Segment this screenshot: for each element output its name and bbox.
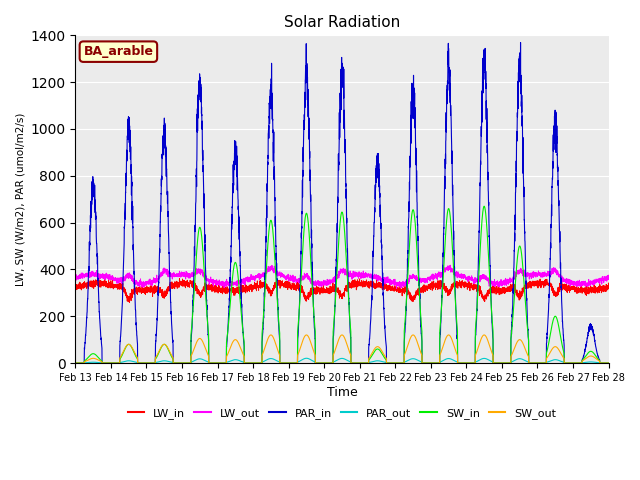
- SW_out: [72, 360, 79, 366]
- LW_in: [432, 280, 440, 286]
- LW_out: [432, 274, 440, 279]
- SW_out: [604, 360, 612, 366]
- LW_in: [461, 284, 469, 289]
- Line: PAR_out: PAR_out: [76, 358, 609, 363]
- PAR_out: [303, 355, 310, 361]
- SW_in: [167, 353, 175, 359]
- PAR_in: [72, 360, 79, 366]
- SW_out: [167, 352, 175, 358]
- SW_out: [492, 360, 499, 366]
- LW_in: [72, 282, 79, 288]
- PAR_in: [461, 360, 469, 366]
- LW_out: [322, 279, 330, 285]
- X-axis label: Time: Time: [326, 385, 357, 398]
- LW_in: [605, 284, 612, 290]
- PAR_out: [604, 360, 612, 366]
- LW_in: [125, 300, 133, 305]
- PAR_out: [605, 360, 612, 366]
- PAR_in: [605, 360, 612, 366]
- SW_in: [72, 360, 79, 366]
- LW_out: [72, 276, 79, 282]
- LW_in: [492, 287, 500, 292]
- PAR_out: [461, 360, 469, 366]
- PAR_in: [432, 360, 440, 366]
- PAR_in: [167, 309, 175, 314]
- SW_in: [461, 360, 469, 366]
- SW_out: [461, 360, 469, 366]
- LW_in: [604, 284, 612, 289]
- LW_out: [604, 276, 612, 282]
- Legend: LW_in, LW_out, PAR_in, PAR_out, SW_in, SW_out: LW_in, LW_out, PAR_in, PAR_out, SW_in, S…: [124, 403, 561, 423]
- LW_in: [175, 276, 183, 281]
- Line: SW_out: SW_out: [76, 335, 609, 363]
- Y-axis label: LW, SW (W/m2), PAR (umol/m2/s): LW, SW (W/m2), PAR (umol/m2/s): [15, 112, 25, 286]
- LW_out: [447, 262, 454, 268]
- PAR_out: [322, 360, 330, 366]
- LW_in: [323, 287, 330, 292]
- SW_out: [322, 360, 330, 366]
- LW_out: [167, 274, 175, 280]
- SW_in: [322, 360, 330, 366]
- Line: SW_in: SW_in: [76, 206, 609, 363]
- SW_in: [604, 360, 612, 366]
- LW_out: [461, 275, 469, 281]
- LW_out: [393, 286, 401, 291]
- LW_in: [168, 281, 175, 287]
- SW_out: [432, 360, 440, 366]
- PAR_in: [604, 360, 612, 366]
- LW_out: [492, 281, 500, 287]
- Text: BA_arable: BA_arable: [83, 45, 154, 58]
- PAR_out: [492, 360, 499, 366]
- PAR_out: [72, 360, 79, 366]
- PAR_out: [432, 360, 440, 366]
- SW_out: [605, 360, 612, 366]
- SW_in: [480, 204, 488, 209]
- SW_in: [492, 360, 499, 366]
- SW_in: [432, 360, 440, 366]
- PAR_in: [322, 360, 330, 366]
- Line: LW_out: LW_out: [76, 265, 609, 288]
- PAR_out: [167, 360, 175, 365]
- PAR_in: [492, 360, 499, 366]
- SW_out: [480, 332, 488, 338]
- Title: Solar Radiation: Solar Radiation: [284, 15, 400, 30]
- Line: PAR_in: PAR_in: [76, 43, 609, 363]
- LW_out: [605, 275, 612, 280]
- SW_in: [605, 360, 612, 366]
- Line: LW_in: LW_in: [76, 278, 609, 302]
- PAR_in: [516, 40, 524, 46]
